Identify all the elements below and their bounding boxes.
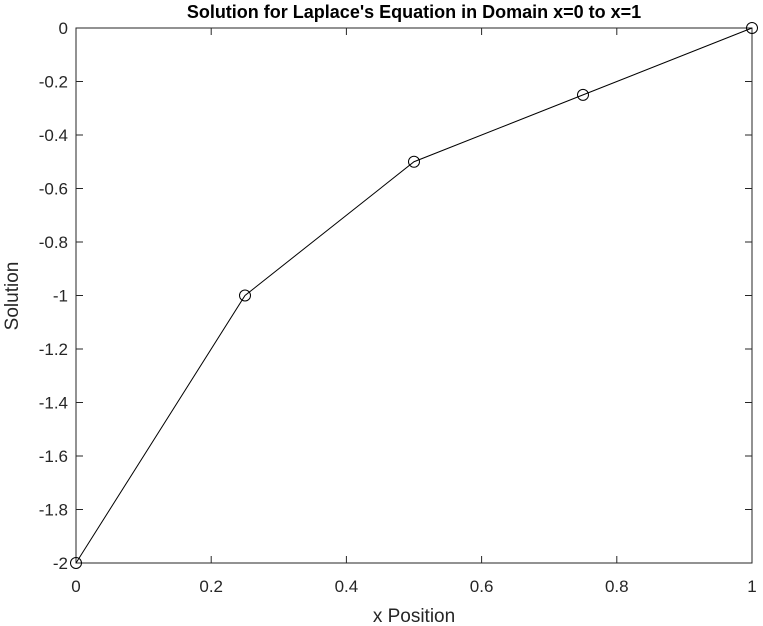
x-axis: 0 0.2 0.4 0.6 0.8 1 — [71, 28, 757, 596]
data-point — [577, 88, 589, 101]
y-tick-label: -0.8 — [39, 233, 68, 252]
y-tick-label: -1.6 — [39, 447, 68, 466]
data-point — [746, 22, 758, 34]
y-tick-label: -0.6 — [39, 180, 68, 199]
series-layer — [70, 22, 758, 569]
x-tick-label: 0.6 — [470, 577, 494, 596]
plot-area — [75, 27, 753, 564]
series-line — [75, 27, 753, 564]
x-axis-label: x Position — [373, 606, 455, 626]
y-tick-label: -1.2 — [39, 340, 68, 359]
plot-box — [75, 27, 753, 564]
data-point — [408, 155, 420, 168]
x-tick-label: 0 — [71, 577, 80, 596]
y-tick-label: -1.4 — [39, 394, 68, 413]
y-tick-label: -1.8 — [39, 501, 68, 520]
data-point — [70, 557, 82, 569]
data-point — [239, 289, 251, 302]
x-tick-label: 1 — [747, 577, 756, 596]
chart-title: Solution for Laplace's Equation in Domai… — [187, 2, 641, 22]
y-tick-label: -1 — [53, 287, 68, 306]
y-tick-label: -0.4 — [39, 126, 68, 145]
y-tick-label: 0 — [59, 19, 68, 38]
x-tick-label: 0.8 — [605, 577, 629, 596]
y-axis: 0 -0.2 -0.4 -0.6 -0.8 -1 -1.2 -1.4 -1.6 -1.8 -2 — [39, 19, 752, 573]
y-tick-label: -2 — [53, 554, 68, 573]
y-axis-label: Solution — [2, 262, 23, 331]
y-tick-label: -0.2 — [39, 73, 68, 92]
x-tick-label: 0.2 — [199, 577, 223, 596]
x-tick-label: 0.4 — [335, 577, 359, 596]
